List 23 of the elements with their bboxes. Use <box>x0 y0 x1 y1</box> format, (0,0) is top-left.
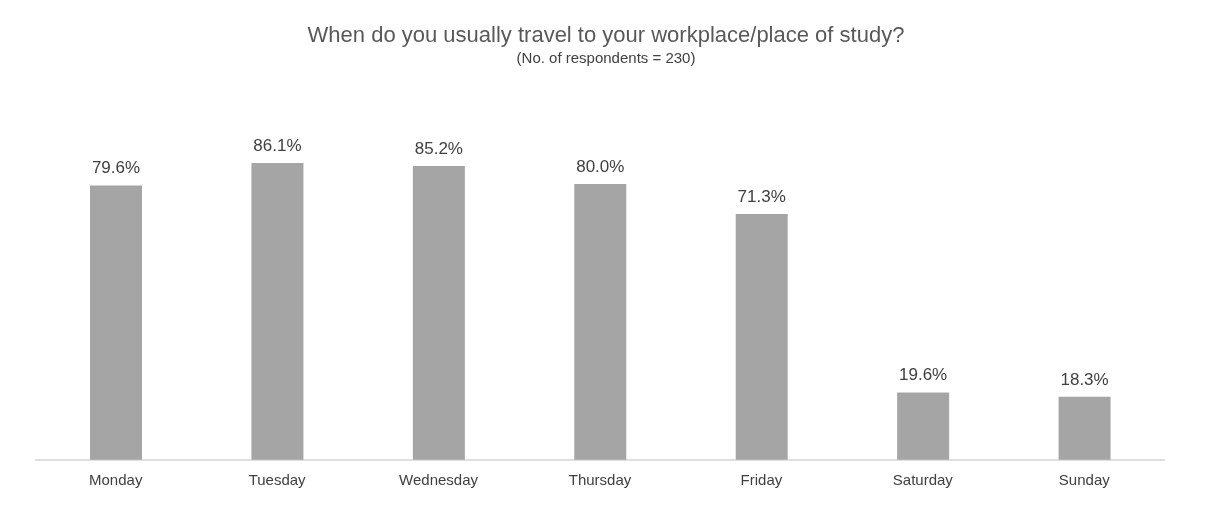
x-tick-label: Wednesday <box>399 470 479 488</box>
bar <box>735 214 788 460</box>
chart-subtitle: (No. of respondents = 230) <box>515 49 697 66</box>
x-tick-label: Tuesday <box>248 470 307 488</box>
data-label: 71.3% <box>737 187 786 207</box>
x-tick-label: Sunday <box>1058 470 1111 488</box>
data-label: 85.2% <box>414 139 463 159</box>
bar <box>1058 396 1111 460</box>
chart-title: When do you usually travel to your workplace/place of study? <box>306 22 906 48</box>
x-tick-label: Monday <box>89 470 143 488</box>
data-label: 86.1% <box>253 136 302 155</box>
x-tick-label: Friday <box>740 470 783 488</box>
x-tick-label: Thursday <box>568 470 632 488</box>
data-label: 18.3% <box>1060 369 1109 389</box>
bar <box>574 184 627 460</box>
bar <box>897 392 950 460</box>
data-label: 80.0% <box>576 157 625 177</box>
data-label: 79.6% <box>91 158 141 178</box>
bar <box>251 163 304 460</box>
data-label: 19.6% <box>899 365 948 385</box>
bar <box>412 166 465 460</box>
x-tick-label: Saturday <box>892 470 954 488</box>
bar <box>90 185 142 460</box>
